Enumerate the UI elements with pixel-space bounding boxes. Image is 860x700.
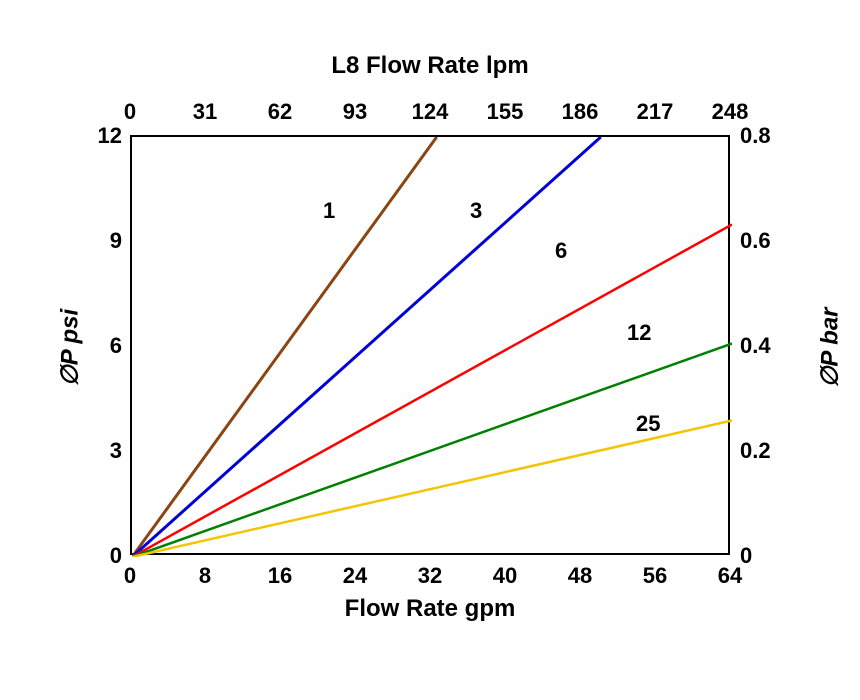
xb-tick: 16 [260,563,300,589]
bottom-axis-title: Flow Rate gpm [330,595,530,623]
series-line-3 [132,137,601,557]
right-axis-title: ∅P bar [816,288,845,408]
series-label-25: 25 [636,411,660,437]
series-label-3: 3 [470,198,482,224]
series-line-12 [132,344,732,558]
xt-tick: 217 [630,99,680,125]
series-line-1 [132,137,437,557]
chart-lines [132,137,732,557]
xb-tick: 8 [185,563,225,589]
yl-tick: 3 [80,438,122,464]
yr-tick: 0 [740,543,752,569]
series-label-1: 1 [323,198,335,224]
yl-tick: 6 [80,333,122,359]
left-axis-title: ∅P psi [56,288,85,408]
yr-tick: 0.6 [740,228,771,254]
xt-tick: 155 [480,99,530,125]
xt-tick: 124 [405,99,455,125]
series-line-6 [132,225,732,558]
yr-tick: 0.8 [740,123,771,149]
xt-tick: 31 [180,99,230,125]
yl-tick: 9 [80,228,122,254]
xt-tick: 93 [330,99,380,125]
top-axis-title: L8 Flow Rate lpm [310,52,550,80]
xb-tick: 40 [485,563,525,589]
yr-tick: 0.4 [740,333,771,359]
xb-tick: 56 [635,563,675,589]
xb-tick: 48 [560,563,600,589]
xt-tick: 0 [105,99,155,125]
series-line-25 [132,421,732,558]
xb-tick: 32 [410,563,450,589]
yr-tick: 0.2 [740,438,771,464]
yl-tick: 0 [80,543,122,569]
series-label-6: 6 [555,238,567,264]
xt-tick: 186 [555,99,605,125]
yl-tick: 12 [80,123,122,149]
series-label-12: 12 [627,320,651,346]
pressure-flow-chart: L8 Flow Rate lpm 0316293124155186217248 … [0,0,860,700]
xb-tick: 24 [335,563,375,589]
xt-tick: 62 [255,99,305,125]
xt-tick: 248 [705,99,755,125]
